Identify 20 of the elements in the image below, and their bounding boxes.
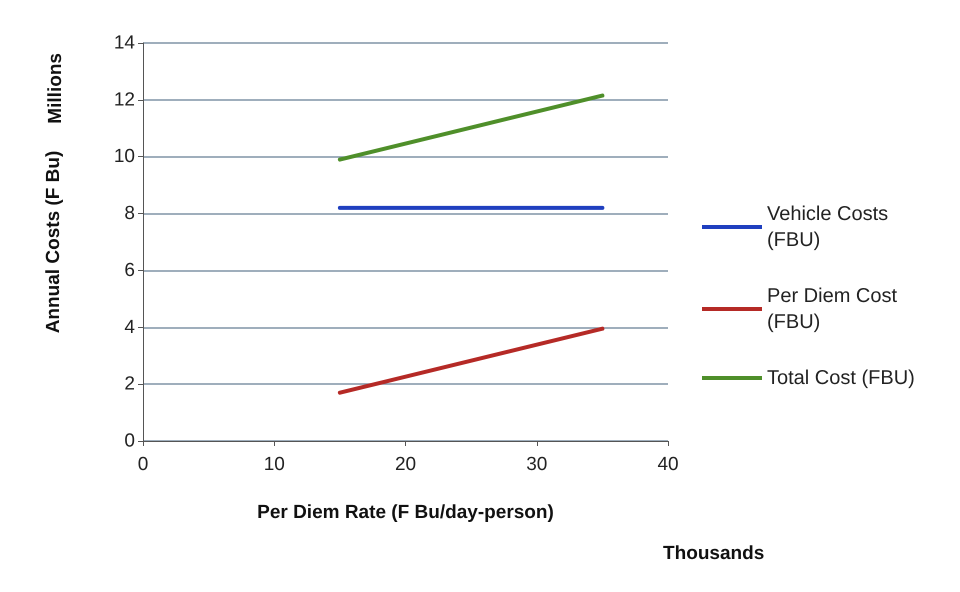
y-tick-label: 2 [124, 374, 135, 395]
y-axis-title: Annual Costs (F Bu) [43, 150, 64, 334]
y-tick-label: 0 [124, 430, 135, 452]
legend-label: Total Cost (FBU) [767, 367, 915, 389]
x-axis-title: Per Diem Rate (F Bu/day-person) [257, 502, 554, 523]
y-tick-label: 14 [114, 32, 136, 54]
text: Millions [45, 52, 66, 124]
x-tick-label: 20 [394, 454, 416, 475]
y-tick-label: 12 [114, 89, 135, 110]
legend-label: Per Diem Cost (FBU) [767, 285, 903, 333]
legend-label: Vehicle Costs (FBU) [767, 203, 894, 251]
x-tick-label: 40 [657, 454, 679, 475]
text: Thousands [663, 543, 764, 564]
y-tick-label: 10 [114, 146, 135, 168]
x-tick-label: 10 [264, 454, 285, 475]
y-tick-label: 6 [124, 260, 135, 281]
x-tick-label: 0 [138, 454, 148, 475]
y-tick-label: 4 [124, 316, 136, 338]
x-tick-label: 30 [526, 454, 548, 475]
y-tick-label: 8 [124, 203, 135, 224]
